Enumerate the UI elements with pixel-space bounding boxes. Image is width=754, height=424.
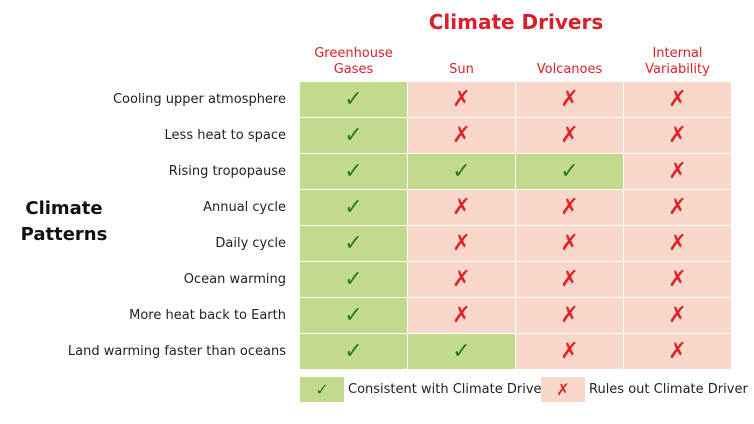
- cross-icon: ✗: [408, 82, 515, 117]
- cross-icon: ✗: [516, 298, 623, 333]
- check-icon: ✓: [300, 262, 407, 297]
- row-label: More heat back to Earth: [129, 308, 286, 323]
- row-label: Less heat to space: [164, 128, 286, 143]
- cross-icon: ✗: [516, 190, 623, 225]
- row-label: Daily cycle: [215, 236, 286, 251]
- check-icon: ✓: [300, 190, 407, 225]
- check-icon: ✓: [516, 154, 623, 189]
- legend-consistent-label: Consistent with Climate Driver: [348, 382, 547, 397]
- check-icon: ✓: [300, 154, 407, 189]
- matrix-grid: ✓ ✗ ✗ ✗ ✓ ✗ ✗ ✗ ✓ ✓ ✓ ✗ ✓ ✗ ✗ ✗ ✓ ✗ ✗ ✗ ✓ ✗ ✗ ✗ ✓ ✗ ✗ ✗ ✓ ✓ ✗ ✗: [300, 82, 731, 369]
- chart-title: Climate Drivers: [428, 10, 604, 34]
- cross-icon: ✗: [408, 118, 515, 153]
- row-label: Cooling upper atmosphere: [112, 92, 286, 107]
- cross-icon: ✗: [516, 262, 623, 297]
- cross-icon: ✗: [624, 298, 731, 333]
- cross-icon: ✗: [624, 82, 731, 117]
- cross-icon: ✗: [408, 298, 515, 333]
- column-header-sun: Sun: [449, 62, 474, 77]
- cross-icon: ✗: [624, 190, 731, 225]
- check-icon: ✓: [300, 334, 407, 369]
- check-icon: ✓: [300, 82, 407, 117]
- cross-icon: ✗: [624, 226, 731, 261]
- check-icon: ✓: [300, 118, 407, 153]
- check-icon: ✓: [300, 226, 407, 261]
- cross-icon: ✗: [556, 380, 570, 399]
- row-label: Ocean warming: [183, 272, 286, 287]
- column-header-internal-variability: Internal Variability: [645, 46, 710, 77]
- check-icon: ✓: [408, 334, 515, 369]
- cross-icon: ✗: [408, 262, 515, 297]
- cross-icon: ✗: [624, 154, 731, 189]
- legend-rules-out-label: Rules out Climate Driver: [589, 382, 748, 397]
- cross-icon: ✗: [516, 226, 623, 261]
- column-header-volcanoes: Volcanoes: [536, 62, 603, 77]
- column-header-greenhouse-gases: Greenhouse Gases: [314, 46, 393, 77]
- row-group-title: Climate Patterns: [20, 198, 108, 245]
- legend-rules-out-swatch: ✗: [541, 377, 585, 402]
- cross-icon: ✗: [624, 334, 731, 369]
- cross-icon: ✗: [624, 118, 731, 153]
- cross-icon: ✗: [408, 190, 515, 225]
- legend-consistent-swatch: ✓: [300, 377, 344, 402]
- cross-icon: ✗: [408, 226, 515, 261]
- check-icon: ✓: [408, 154, 515, 189]
- row-label: Annual cycle: [203, 200, 286, 215]
- cross-icon: ✗: [624, 262, 731, 297]
- cross-icon: ✗: [516, 118, 623, 153]
- row-label: Rising tropopause: [168, 164, 286, 179]
- check-icon: ✓: [300, 298, 407, 333]
- cross-icon: ✗: [516, 82, 623, 117]
- row-label: Land warming faster than oceans: [67, 344, 286, 359]
- check-icon: ✓: [315, 380, 329, 399]
- cross-icon: ✗: [516, 334, 623, 369]
